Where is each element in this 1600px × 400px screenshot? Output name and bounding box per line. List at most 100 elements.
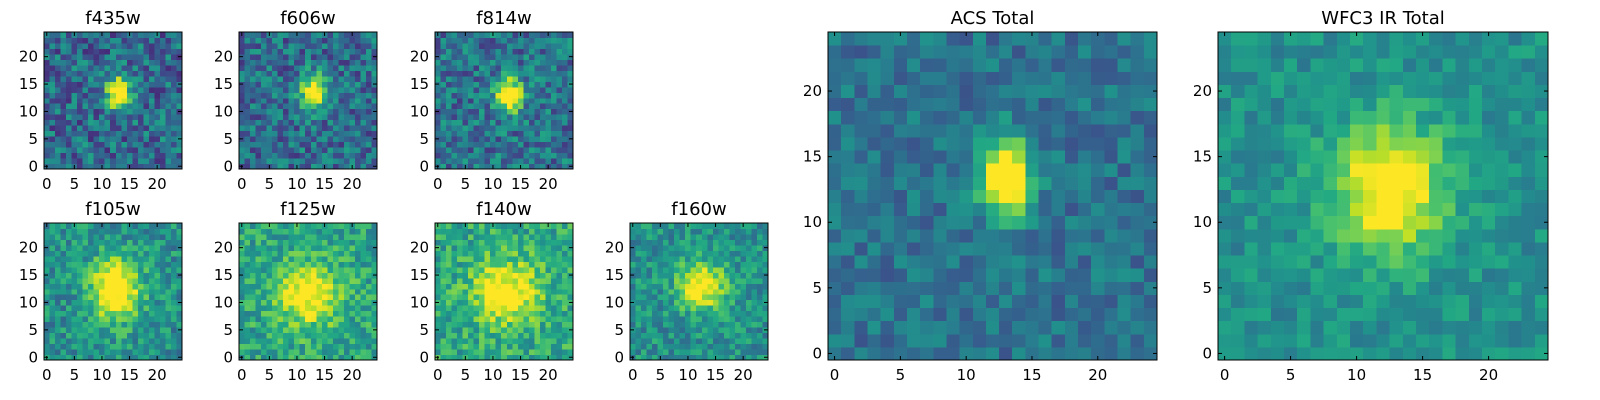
heatmap-cell	[170, 42, 177, 49]
heatmap-cell	[49, 37, 56, 44]
panel-title: f160w	[671, 199, 726, 220]
heatmap-cell	[343, 255, 350, 262]
heatmap-cell	[110, 338, 117, 345]
heatmap-cell	[457, 125, 464, 132]
heatmap-cell	[93, 103, 100, 110]
heatmap-cell	[490, 70, 497, 77]
heatmap-cell	[556, 321, 563, 328]
heatmap-cell	[828, 241, 842, 256]
heatmap-cell	[528, 53, 535, 60]
heatmap-cell	[159, 316, 166, 323]
heatmap-cell	[365, 250, 372, 257]
heatmap-cell	[71, 119, 78, 126]
heatmap-cell	[451, 48, 458, 55]
heatmap-cell	[920, 228, 934, 243]
heatmap-cell	[457, 141, 464, 148]
heatmap-cell	[88, 316, 95, 323]
heatmap-cell	[338, 119, 345, 126]
heatmap-cell	[104, 152, 111, 159]
heatmap-cell	[283, 103, 290, 110]
heatmap-cell	[451, 283, 458, 290]
heatmap-cell	[82, 37, 89, 44]
heatmap-cell	[66, 136, 73, 143]
heatmap-cell	[446, 288, 453, 295]
heatmap-cell	[985, 215, 1000, 230]
heatmap-cell	[49, 114, 56, 121]
x-tick-label: 15	[706, 366, 725, 384]
heatmap-cell	[272, 305, 279, 312]
heatmap-cell	[690, 233, 697, 240]
heatmap-cell	[685, 250, 692, 257]
heatmap-cell	[1104, 215, 1119, 230]
heatmap-cell	[495, 327, 502, 334]
heatmap-cell	[110, 288, 117, 295]
heatmap-cell	[365, 223, 372, 229]
heatmap-cell	[66, 294, 73, 301]
heatmap-cell	[272, 343, 279, 350]
heatmap-cell	[468, 114, 475, 121]
heatmap-cell	[277, 294, 284, 301]
heatmap-cell	[170, 125, 177, 132]
heatmap-cell	[696, 288, 703, 295]
heatmap-cell	[972, 294, 987, 309]
heatmap-cell	[479, 163, 486, 170]
heatmap-cell	[115, 103, 122, 110]
heatmap-cell	[567, 305, 574, 312]
heatmap-cell	[451, 147, 458, 154]
heatmap-cell	[501, 261, 508, 268]
heatmap-cell	[657, 327, 664, 334]
axes-frame	[434, 222, 574, 361]
x-tick-label: 10	[678, 366, 697, 384]
heatmap-cell	[110, 59, 117, 66]
heatmap-cell	[451, 136, 458, 143]
heatmap-cell	[294, 310, 301, 317]
heatmap-cell	[490, 81, 497, 88]
heatmap-cell	[473, 147, 480, 154]
heatmap-cell	[294, 141, 301, 148]
heatmap-cell	[539, 119, 546, 126]
heatmap-cell	[49, 261, 56, 268]
heatmap-cell	[299, 233, 306, 240]
heatmap-cell	[261, 266, 268, 273]
heatmap-cell	[462, 53, 469, 60]
heatmap-cell	[88, 244, 95, 251]
heatmap-cell	[880, 215, 895, 230]
heatmap-cell	[132, 354, 139, 361]
heatmap-cell	[115, 233, 122, 240]
heatmap-cell	[972, 176, 987, 190]
heatmap-cell	[354, 81, 361, 88]
heatmap-cell	[685, 288, 692, 295]
heatmap-cell	[534, 294, 541, 301]
heatmap-cell	[88, 37, 95, 44]
heatmap-cell	[550, 103, 557, 110]
heatmap-cell	[451, 70, 458, 77]
heatmap-cell	[473, 266, 480, 273]
heatmap-cell	[266, 321, 273, 328]
heatmap-cell	[49, 223, 56, 229]
heatmap-cell	[266, 255, 273, 262]
heatmap-cell	[567, 37, 574, 44]
heatmap-cell	[121, 64, 128, 71]
heatmap-cell	[71, 338, 78, 345]
heatmap-cell	[440, 299, 447, 306]
heatmap-cell	[126, 283, 133, 290]
heatmap-cell	[556, 316, 563, 323]
heatmap-cell	[176, 266, 183, 273]
heatmap-cell	[528, 255, 535, 262]
heatmap-cell	[674, 305, 681, 312]
heatmap-cell	[946, 215, 961, 230]
heatmap-cell	[646, 310, 653, 317]
heatmap-cell	[288, 59, 295, 66]
heatmap-cell	[299, 310, 306, 317]
heatmap-cell	[176, 37, 183, 44]
heatmap-cell	[751, 321, 758, 328]
heatmap-cell	[745, 223, 752, 229]
heatmap-cell	[707, 266, 714, 273]
heatmap-cell	[321, 86, 328, 93]
heatmap-cell	[310, 92, 317, 99]
heatmap-cell	[1117, 215, 1132, 230]
heatmap-cell	[999, 163, 1013, 177]
heatmap-cell	[567, 223, 574, 229]
heatmap-cell	[88, 294, 95, 301]
heatmap-cell	[148, 75, 155, 82]
